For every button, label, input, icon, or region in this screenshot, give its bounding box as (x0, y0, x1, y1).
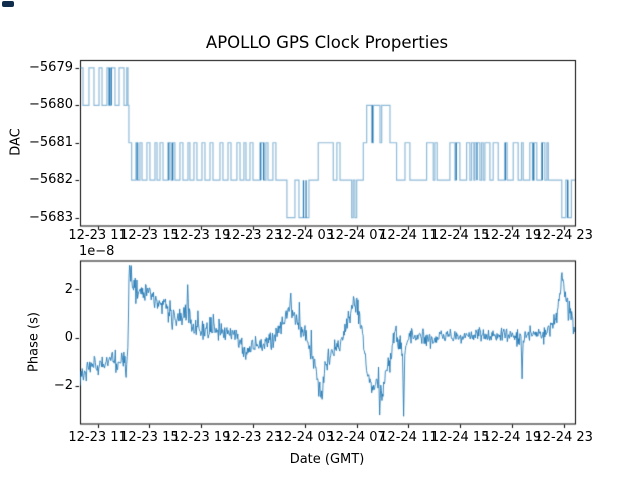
x-tick-label: 12-23 23 (223, 430, 283, 445)
top-x-tick-labels: 12-23 11 12-23 15 12-23 19 12-23 23 12-24 03… (0, 228, 640, 244)
x-tick-label: 12-24 15 (430, 430, 490, 445)
y-tick-label: −5682 (29, 172, 73, 188)
x-tick-label: 12-24 23 (534, 430, 593, 445)
x-tick-label: 12-23 23 (223, 228, 283, 243)
x-tick-label: 12-24 11 (379, 228, 438, 243)
x-tick-label: 12-24 23 (534, 228, 593, 243)
y-tick-label: −5680 (29, 97, 73, 113)
x-tick-label: 12-23 15 (120, 430, 179, 445)
x-tick-label: 12-24 19 (482, 228, 542, 243)
x-tick-label: 12-24 03 (275, 430, 335, 445)
x-tick-label: 12-23 15 (120, 228, 179, 243)
x-tick-label: 12-23 11 (68, 430, 127, 445)
x-tick-label: 12-23 19 (171, 228, 231, 243)
x-tick-label: 12-24 07 (327, 430, 386, 445)
x-tick-label: 12-23 19 (171, 430, 231, 445)
x-tick-label: 12-24 15 (430, 228, 490, 243)
x-tick-label: 12-24 03 (275, 228, 335, 243)
x-tick-label: 12-24 11 (379, 430, 438, 445)
y-axis-offset-text: 1e−8 (79, 244, 115, 259)
x-tick-label: 12-24 19 (482, 430, 542, 445)
x-tick-label: 12-23 11 (68, 228, 127, 243)
y-tick-label: 2 (64, 281, 73, 297)
y-tick-label: −5683 (29, 209, 73, 225)
x-tick-label: 12-24 07 (327, 228, 386, 243)
y-tick-label: −5681 (29, 134, 73, 150)
y-tick-label: −5679 (29, 59, 73, 75)
y-tick-label: 0 (64, 329, 73, 345)
bottom-x-tick-labels: 12-23 11 12-23 15 12-23 19 12-23 23 12-24 03… (0, 430, 640, 446)
y-tick-label: −2 (53, 378, 73, 394)
x-axis-label: Date (GMT) (289, 452, 365, 467)
chart-title: APOLLO GPS Clock Properties (205, 33, 449, 52)
